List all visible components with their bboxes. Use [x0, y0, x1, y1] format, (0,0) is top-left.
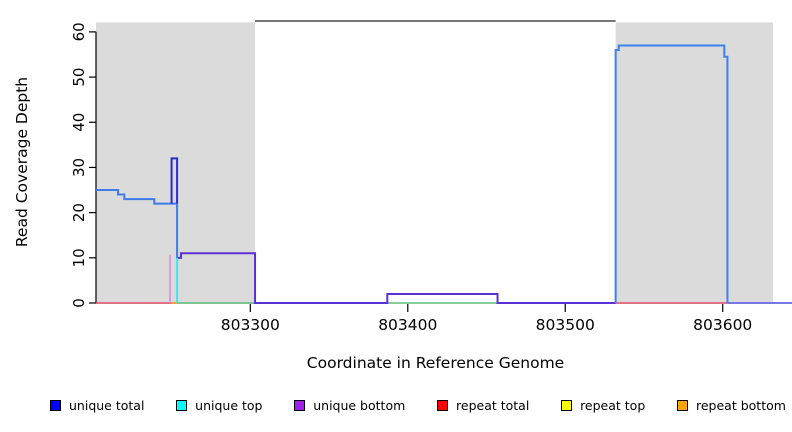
y-axis-title: Read Coverage Depth: [13, 76, 31, 247]
legend-swatch: [176, 400, 188, 411]
y-tick-label: 50: [70, 68, 88, 87]
x-tick-label: 803400: [378, 316, 437, 334]
legend-swatch: [561, 400, 573, 411]
y-tick-label: 30: [70, 158, 88, 177]
legend-label: repeat top: [580, 398, 646, 413]
y-tick-label: 40: [70, 113, 88, 132]
legend-item-repeat-top: repeat top: [561, 398, 645, 413]
series-unique-bottom: [177, 252, 616, 304]
x-tick-label: 803600: [693, 316, 752, 334]
legend-item-unique-top: unique top: [176, 398, 262, 413]
y-tick-label: 0: [70, 298, 88, 308]
x-tick-label: 803300: [221, 316, 280, 334]
legend-label: unique bottom: [313, 398, 406, 413]
shaded-region: [96, 22, 256, 305]
legend-swatch: [50, 400, 61, 411]
legend-label: unique total: [69, 398, 145, 413]
legend-label: repeat bottom: [696, 398, 786, 413]
legend-item-repeat-total: repeat total: [437, 398, 529, 413]
x-tick-label: 803500: [536, 316, 595, 334]
legend-item-unique-total: unique total: [50, 398, 144, 413]
series-unique-total-spike: [170, 157, 179, 204]
legend-item-unique-bottom: unique bottom: [294, 398, 405, 413]
series-unique-total-left: [96, 189, 179, 258]
x-axis-title: Coordinate in Reference Genome: [306, 354, 565, 372]
y-tick-label: 60: [70, 22, 88, 41]
legend-label: repeat total: [456, 398, 530, 413]
series-unique-total-right-peak: [614, 44, 729, 303]
y-tick-label: 20: [70, 203, 88, 222]
legend-swatch: [437, 400, 449, 411]
legend: unique total unique top unique bottom repea…: [50, 398, 786, 413]
legend-swatch: [294, 400, 306, 411]
legend-label: unique top: [195, 398, 263, 413]
legend-item-repeat-bottom: repeat bottom: [677, 398, 786, 413]
y-tick-label: 10: [70, 248, 88, 267]
legend-swatch: [677, 400, 688, 411]
shaded-region: [615, 22, 774, 305]
